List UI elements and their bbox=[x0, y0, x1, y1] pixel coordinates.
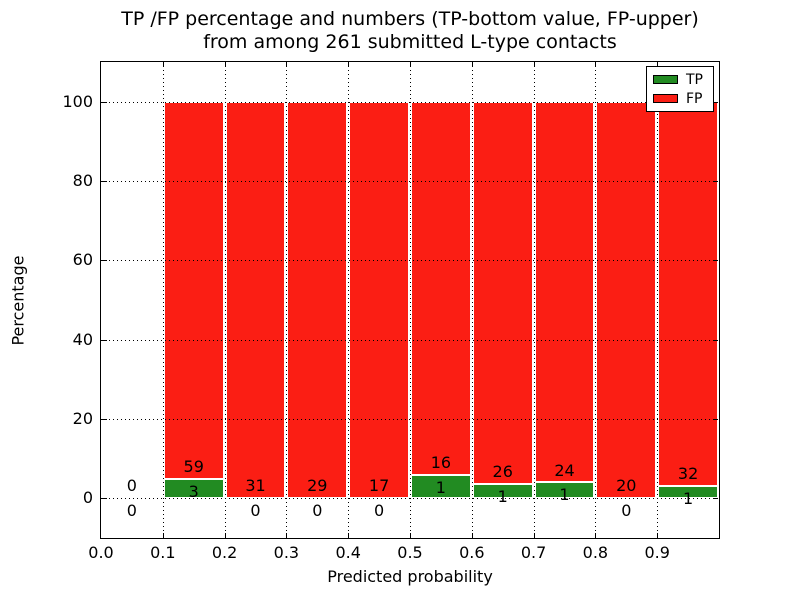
x-tick-label: 0.3 bbox=[273, 543, 300, 562]
legend-item-fp: FP bbox=[653, 92, 707, 106]
legend-swatch-tp-icon bbox=[653, 75, 678, 84]
x-tick-label: 0.2 bbox=[211, 543, 238, 562]
x-tick-label: 0.7 bbox=[520, 543, 547, 562]
x-tick-label: 0.9 bbox=[644, 543, 670, 562]
y-tick-label: 60 bbox=[72, 250, 93, 270]
legend-swatch-fp-icon bbox=[653, 94, 678, 103]
x-tick-label: 0.1 bbox=[150, 543, 176, 562]
x-tick-label: 0.8 bbox=[582, 543, 609, 562]
legend-item-tp: TP bbox=[653, 73, 707, 87]
y-tick-label: 40 bbox=[72, 329, 93, 349]
y-tick-label: 20 bbox=[72, 409, 93, 428]
x-tick-label: 0.5 bbox=[397, 543, 423, 562]
y-tick-label: 80 bbox=[72, 171, 93, 190]
y-axis-label: Percentage bbox=[8, 255, 28, 346]
x-tick-label: 0.4 bbox=[335, 543, 361, 562]
legend-label-tp: TP bbox=[686, 71, 703, 88]
chart-title: TP /FP percentage and numbers (TP-bottom… bbox=[101, 8, 719, 54]
x-axis-label: Predicted probability bbox=[327, 567, 493, 586]
y-tick-label: 0 bbox=[82, 488, 93, 508]
y-tick-label: 100 bbox=[62, 91, 93, 111]
legend-label-fp: FP bbox=[686, 90, 703, 107]
legend: TP FP bbox=[646, 66, 714, 112]
chart-title-line2: from among 261 submitted L-type contacts bbox=[203, 31, 617, 53]
x-tick-label: 0.6 bbox=[459, 543, 485, 562]
plot-area bbox=[100, 61, 720, 539]
chart-title-line1: TP /FP percentage and numbers (TP-bottom… bbox=[121, 8, 699, 30]
x-tick-label: 0.0 bbox=[88, 543, 114, 562]
